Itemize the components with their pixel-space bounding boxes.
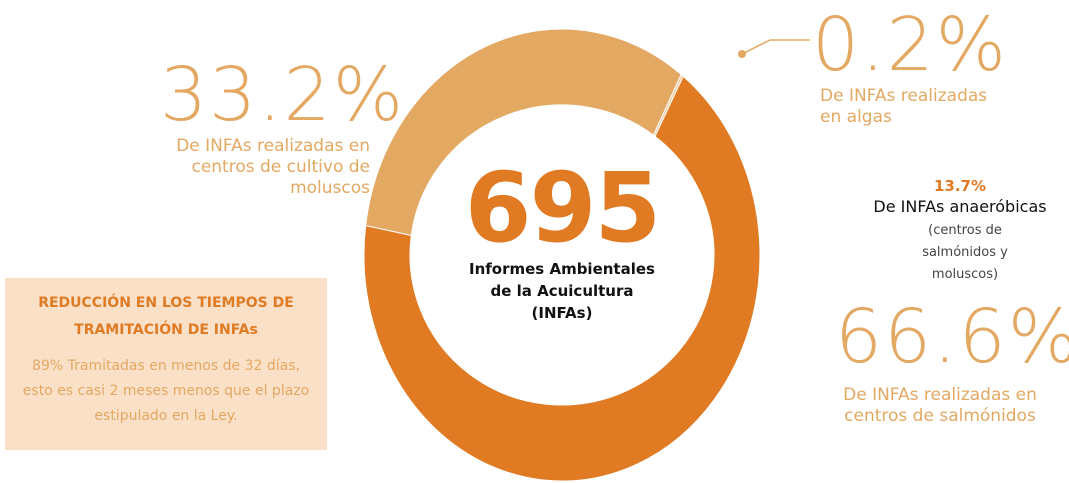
annotation-value: 13.7% — [933, 177, 987, 195]
donut-slice — [365, 28, 682, 237]
info-box: REDUCCIÓN EN LOS TIEMPOS DE TRAMITACIÓN … — [5, 278, 327, 450]
annotation-text: (centros de salmónidos y moluscos) — [922, 223, 1008, 282]
total-value: 695 — [464, 152, 661, 264]
box-text: 89% Tramitadas en menos de 32 días, esto… — [22, 358, 310, 424]
leader-line — [741, 39, 771, 55]
donut-slice — [652, 73, 684, 138]
donut-slice — [363, 75, 761, 482]
annotation: 13.7% De INFAs anaeróbicas (centros de s… — [860, 176, 1060, 286]
annotation-title: De INFAs anaeróbicas — [873, 197, 1047, 216]
slice-value-label: 0.2% — [812, 2, 1008, 88]
box-title: REDUCCIÓN EN LOS TIEMPOS DE TRAMITACIÓN … — [38, 295, 294, 338]
slice-label: De INFAs realizadas en centros de cultiv… — [176, 136, 370, 198]
slice-label: De INFAs realizadas en centros de salmón… — [843, 385, 1037, 426]
slice-value-label: 66.6% — [835, 294, 1069, 380]
center-label: Informes Ambientales de la Acuicultura (… — [469, 260, 655, 322]
center-block: 695 Informes Ambientales de la Acuicultu… — [462, 160, 662, 324]
slice-value-label: 33.2% — [160, 52, 406, 138]
leader-dot — [738, 50, 746, 58]
slice-label: De INFAs realizadas en algas — [820, 86, 988, 127]
